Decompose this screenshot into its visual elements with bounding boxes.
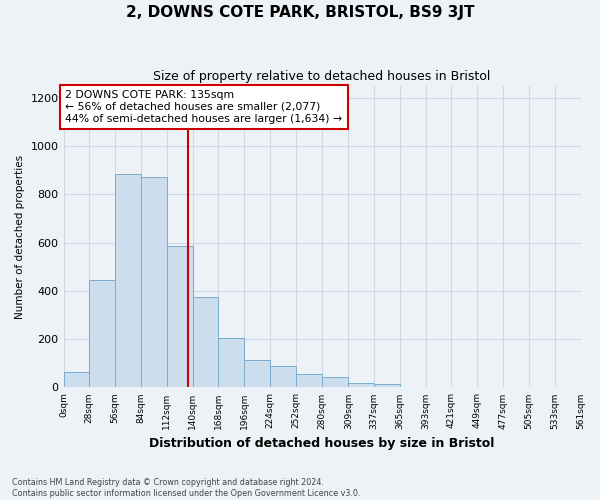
Title: Size of property relative to detached houses in Bristol: Size of property relative to detached ho… [154, 70, 491, 83]
Bar [141, 178, 167, 388]
Bar [374, 384, 400, 388]
Bar [270, 366, 296, 388]
Bar [115, 174, 141, 388]
Bar [193, 297, 218, 388]
X-axis label: Distribution of detached houses by size in Bristol: Distribution of detached houses by size … [149, 437, 495, 450]
Bar [296, 374, 322, 388]
Bar [167, 246, 193, 388]
Text: 2 DOWNS COTE PARK: 135sqm
← 56% of detached houses are smaller (2,077)
44% of se: 2 DOWNS COTE PARK: 135sqm ← 56% of detac… [65, 90, 343, 124]
Bar [244, 360, 270, 388]
Text: 2, DOWNS COTE PARK, BRISTOL, BS9 3JT: 2, DOWNS COTE PARK, BRISTOL, BS9 3JT [126, 5, 474, 20]
Y-axis label: Number of detached properties: Number of detached properties [15, 154, 25, 318]
Bar [218, 338, 244, 388]
Bar [348, 382, 374, 388]
Bar [64, 372, 89, 388]
Text: Contains HM Land Registry data © Crown copyright and database right 2024.
Contai: Contains HM Land Registry data © Crown c… [12, 478, 361, 498]
Bar [322, 378, 348, 388]
Bar [89, 280, 115, 388]
